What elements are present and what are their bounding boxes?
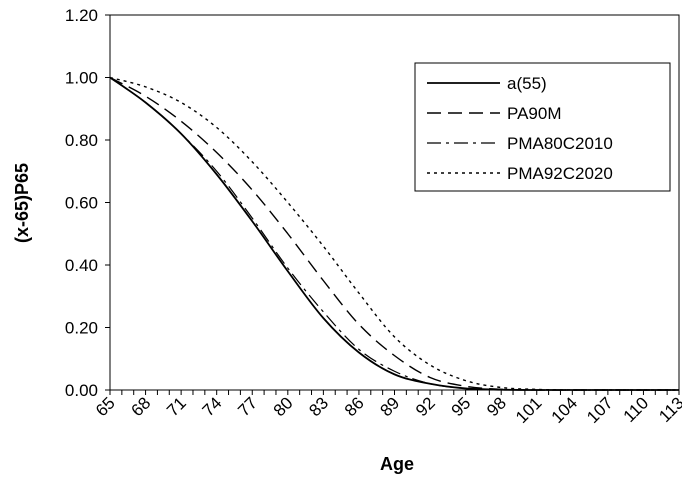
y-tick-label: 0.60 (65, 194, 98, 213)
legend-label: a(55) (507, 74, 547, 93)
y-tick-label: 0.20 (65, 319, 98, 338)
x-tick-label: 101 (512, 393, 545, 426)
x-tick-label: 68 (128, 393, 155, 420)
x-axis-title: Age (380, 454, 414, 474)
series-line-3 (109, 76, 679, 391)
y-tick-label: 1.00 (65, 69, 98, 88)
legend: a(55) PA90M PMA80C2010 PMA92C2020 (414, 62, 671, 192)
y-tick-label: 1.20 (65, 6, 98, 25)
x-tick-label: 113 (655, 393, 682, 426)
legend-label: PMA80C2010 (507, 134, 613, 153)
x-tick-label: 83 (305, 393, 332, 420)
y-tick-label: 0.80 (65, 131, 98, 150)
x-tick-label: 89 (377, 393, 404, 420)
x-tick-label: 71 (163, 393, 190, 420)
x-tick-label: 104 (548, 393, 581, 426)
y-axis-title: (x-65)P65 (12, 163, 32, 243)
x-tick-label: 95 (448, 393, 475, 420)
x-tick-label: 74 (199, 393, 226, 420)
legend-label: PMA92C2020 (507, 164, 613, 183)
x-tick-label: 107 (583, 393, 616, 426)
x-tick-label: 92 (412, 393, 439, 420)
x-tick-label: 80 (270, 393, 297, 420)
x-tick-label: 77 (234, 393, 261, 420)
x-tick-label: 86 (341, 393, 368, 420)
legend-label: PA90M (507, 104, 562, 123)
y-tick-label: 0.00 (65, 381, 98, 400)
y-tick-label: 0.40 (65, 256, 98, 275)
legend-box (414, 62, 671, 192)
x-tick-label: 98 (483, 393, 510, 420)
x-tick-label: 110 (620, 393, 653, 426)
